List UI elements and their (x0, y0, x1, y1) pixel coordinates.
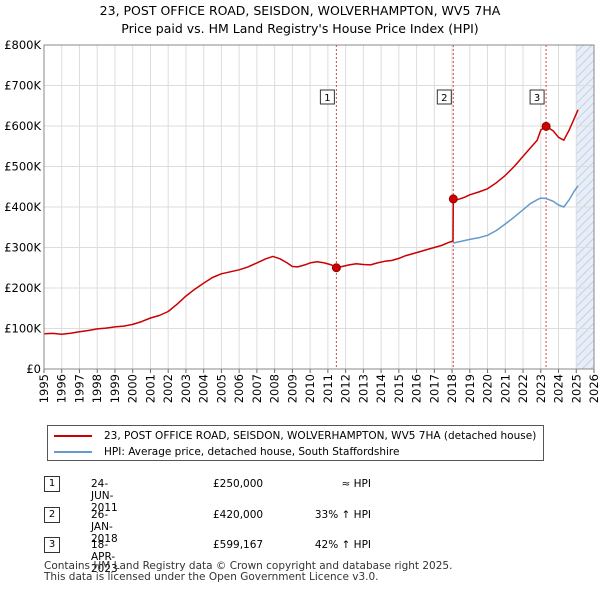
x-tick-label: 2019 (463, 374, 477, 403)
sale-point (331, 263, 341, 273)
x-tick-label: 2006 (232, 374, 246, 403)
y-tick-label: £400K (4, 200, 41, 214)
chart-subtitle: Price paid vs. HM Land Registry's House … (121, 21, 478, 36)
legend-label-hpi: HPI: Average price, detached house, Sout… (104, 446, 400, 458)
x-tick-label: 2018 (445, 374, 459, 403)
y-tick-label: £800K (4, 38, 41, 52)
footer-copyright: Contains HM Land Registry data © Crown c… (44, 560, 453, 572)
y-tick-label: £600K (4, 119, 41, 133)
footer-licence: This data is licensed under the Open Gov… (44, 571, 379, 583)
legend-swatch-hpi (54, 451, 92, 453)
x-tick-label: 2001 (143, 374, 157, 403)
x-tick-label: 2024 (552, 374, 566, 403)
x-tick-label: 2014 (374, 374, 388, 403)
footer: Contains HM Land Registry data © Crown c… (44, 561, 452, 583)
sale-number-frame (529, 89, 545, 105)
x-tick-label: 2008 (268, 374, 282, 403)
y-tick-label: £700K (4, 79, 41, 93)
x-tick-label: 1995 (37, 374, 51, 403)
x-tick-label: 2025 (569, 374, 583, 403)
legend-swatch-property (54, 435, 92, 437)
transaction-hpi-relation: ≈ HPI (341, 478, 371, 490)
x-tick-label: 2013 (356, 374, 370, 403)
x-tick-label: 1997 (72, 374, 86, 403)
x-tick-label: 2003 (179, 374, 193, 403)
transaction-number: 1 (44, 476, 60, 492)
legend: 23, POST OFFICE ROAD, SEISDON, WOLVERHAM… (47, 425, 544, 461)
transaction-price: £599,167 (213, 539, 264, 551)
x-tick-label: 1999 (108, 374, 122, 403)
x-tick-label: 2011 (321, 374, 335, 403)
sale-number-box: 2 (436, 89, 452, 105)
x-tick-label: 2000 (126, 374, 140, 403)
x-tick-label: 2007 (250, 374, 264, 403)
sale-number-label: 2 (441, 93, 447, 104)
legend-item-hpi: HPI: Average price, detached house, Sout… (54, 444, 399, 460)
transaction-number: 3 (44, 537, 60, 553)
x-tick-label: 2023 (534, 374, 548, 403)
legend-label-property: 23, POST OFFICE ROAD, SEISDON, WOLVERHAM… (104, 430, 537, 442)
transaction-number: 2 (44, 507, 60, 523)
sale-number-frame (319, 89, 335, 105)
x-tick-label: 2015 (392, 374, 406, 403)
x-tick-label: 2016 (410, 374, 424, 403)
sale-point (541, 121, 551, 131)
price-chart: 23, POST OFFICE ROAD, SEISDON, WOLVERHAM… (4, 3, 600, 403)
x-tick-label: 2022 (516, 374, 530, 403)
y-tick-label: £500K (4, 160, 41, 174)
chart-title: 23, POST OFFICE ROAD, SEISDON, WOLVERHAM… (100, 3, 501, 18)
sale-number-frame (436, 89, 452, 105)
y-tick-label: £100K (4, 322, 41, 336)
x-tick-label: 2026 (587, 374, 600, 403)
x-tick-label: 2020 (481, 374, 495, 403)
transaction-price: £420,000 (213, 509, 264, 521)
x-tick-label: 2002 (161, 374, 175, 403)
transaction-date: 26-JAN-2018 (91, 509, 118, 545)
series-line (453, 185, 579, 244)
sale-number-box: 1 (319, 89, 335, 105)
transaction-hpi-relation: 33% ↑ HPI (314, 509, 371, 521)
y-tick-label: £200K (4, 281, 41, 295)
y-tick-label: £300K (4, 241, 41, 255)
transaction-price: £250,000 (213, 478, 264, 490)
sale-number-box: 3 (529, 89, 545, 105)
transaction-hpi-relation: 42% ↑ HPI (314, 539, 371, 551)
legend-item-property: 23, POST OFFICE ROAD, SEISDON, WOLVERHAM… (54, 428, 536, 444)
transaction-date: 24-JUN-2011 (91, 478, 118, 514)
y-tick-label: £0 (26, 362, 41, 376)
x-tick-label: 2005 (214, 374, 228, 403)
x-tick-label: 2012 (339, 374, 353, 403)
x-tick-label: 1998 (90, 374, 104, 403)
sale-number-label: 3 (534, 93, 540, 104)
x-tick-label: 2017 (427, 374, 441, 403)
series-line (43, 109, 579, 335)
transaction-date: 18-APR-2023 (91, 539, 118, 575)
x-tick-label: 2004 (197, 374, 211, 403)
plot-frame (43, 44, 595, 370)
x-tick-label: 2021 (498, 374, 512, 403)
sale-number-label: 1 (324, 93, 330, 104)
sale-point (448, 194, 458, 204)
x-tick-label: 2009 (285, 374, 299, 403)
x-tick-label: 2010 (303, 374, 317, 403)
x-tick-label: 1996 (55, 374, 69, 403)
